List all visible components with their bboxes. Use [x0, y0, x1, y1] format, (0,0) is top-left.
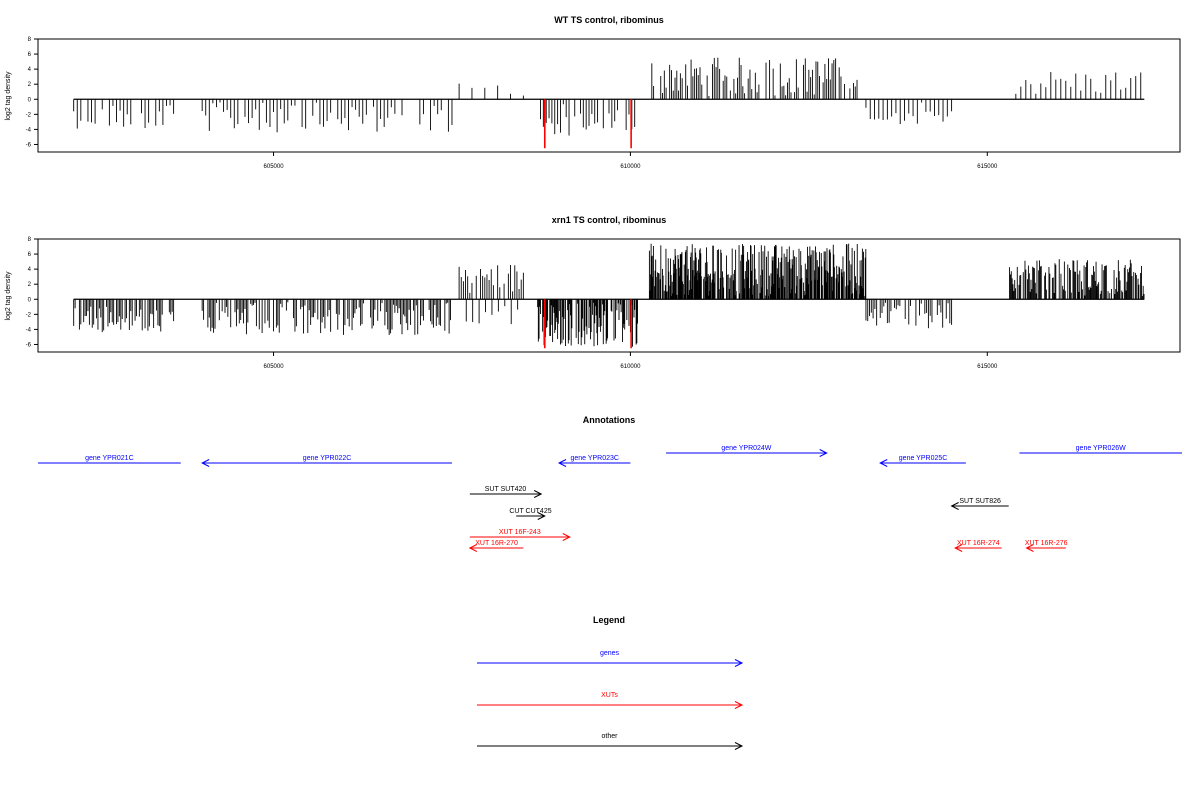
arrow-head — [734, 742, 744, 750]
xrn1-highlight-marks — [543, 299, 632, 349]
annotation-feature: gene YPR025C — [879, 455, 966, 467]
feature-label: SUT SUT420 — [485, 486, 527, 493]
annotation-feature: SUT SUT420 — [469, 486, 543, 498]
annotation-feature: SUT SUT826 — [950, 498, 1009, 510]
annotation-feature: gene YPR024W — [666, 445, 828, 457]
wt-signal-bars — [73, 57, 1142, 136]
wt-highlight-marks — [543, 99, 632, 149]
y-tick-label: -6 — [26, 342, 32, 348]
feature-label: XUT 16R-276 — [1025, 540, 1068, 547]
wt-y-axis-label: log2 tag density — [5, 71, 12, 121]
arrow-head — [1025, 544, 1034, 552]
feature-label: XUT 16R-274 — [957, 540, 1000, 547]
wt-x-axis: 605000 610000 615000 — [264, 152, 998, 170]
wt-plot-frame — [37, 38, 1181, 153]
legend-label: other — [602, 733, 619, 740]
xrn1-y-axis-label: log2 tag density — [5, 271, 12, 321]
x-tick-label: 605000 — [264, 364, 285, 370]
y-tick-label: -6 — [26, 142, 32, 148]
legend-label: genes — [600, 650, 620, 657]
y-tick-label: 6 — [28, 52, 32, 58]
y-tick-label: 2 — [28, 282, 32, 288]
annotations-title: Annotations — [583, 415, 636, 425]
xrn1-track-panel: xrn1 TS control, ribominus log2 tag dens… — [5, 215, 1181, 370]
annotation-feature: XUT 16R-276 — [1025, 540, 1068, 552]
y-tick-label: -2 — [26, 312, 32, 318]
y-tick-label: 6 — [28, 252, 32, 258]
x-tick-label: 605000 — [264, 164, 285, 170]
arrow-head — [533, 490, 543, 498]
feature-label: SUT SUT826 — [959, 498, 1001, 505]
annotation-feature: gene YPR021C — [38, 455, 181, 464]
annotation-feature: gene YPR022C — [201, 455, 452, 467]
xrn1-x-axis: 605000 610000 615000 — [264, 352, 998, 370]
xrn1-plot-frame — [37, 238, 1181, 353]
feature-label: gene YPR023C — [570, 455, 619, 462]
annotation-feature: XUT 16R-270 — [468, 540, 524, 552]
legend-item: other — [477, 733, 744, 750]
y-tick-label: -4 — [26, 127, 32, 133]
feature-label: XUT 16F-243 — [499, 529, 541, 536]
x-tick-label: 615000 — [977, 164, 998, 170]
arrow-head — [468, 544, 478, 552]
y-tick-label: -4 — [26, 327, 32, 333]
annotations-panel: Annotations gene YPR021C gene YPR022C gene… — [38, 415, 1182, 552]
arrow-head — [879, 459, 888, 467]
y-tick-label: 0 — [28, 97, 32, 103]
annotation-feature: gene YPR026W — [1019, 445, 1182, 454]
legend-items: genes XUTs other — [477, 650, 744, 750]
feature-label: XUT 16R-270 — [475, 540, 518, 547]
arrow-head — [734, 659, 744, 667]
x-tick-label: 610000 — [620, 364, 641, 370]
wt-panel-title: WT TS control, ribominus — [554, 15, 664, 25]
wt-track-panel: WT TS control, ribominus log2 tag densit… — [5, 15, 1181, 170]
feature-label: gene YPR025C — [899, 455, 948, 462]
annotation-feature: CUT CUT425 — [509, 508, 552, 520]
y-tick-label: 4 — [28, 267, 32, 273]
arrow-head — [734, 701, 744, 709]
arrow-head — [950, 502, 959, 510]
arrow-head — [537, 512, 546, 520]
legend-title: Legend — [593, 615, 625, 625]
arrow-head — [201, 459, 210, 467]
y-tick-label: 8 — [28, 37, 32, 43]
xrn1-y-axis: -6 -4 -2 0 2 4 6 8 — [26, 237, 38, 348]
y-tick-label: -2 — [26, 112, 32, 118]
arrow-head — [819, 449, 828, 457]
y-tick-label: 4 — [28, 67, 32, 73]
feature-label: CUT CUT425 — [509, 508, 551, 515]
feature-label: gene YPR021C — [85, 455, 134, 462]
wt-y-axis: -6 -4 -2 0 2 4 6 8 — [26, 37, 38, 148]
annotation-features: gene YPR021C gene YPR022C gene YPR023C gene… — [38, 445, 1182, 552]
y-tick-label: 2 — [28, 82, 32, 88]
legend-item: genes — [477, 650, 744, 667]
arrow-head — [562, 533, 571, 541]
feature-label: gene YPR026W — [1076, 445, 1126, 452]
xrn1-panel-title: xrn1 TS control, ribominus — [552, 215, 667, 225]
annotation-feature: XUT 16F-243 — [469, 529, 571, 541]
x-tick-label: 610000 — [620, 164, 641, 170]
xrn1-signal-bars — [73, 243, 1145, 347]
x-tick-label: 615000 — [977, 364, 998, 370]
legend-item: XUTs — [477, 692, 744, 709]
y-tick-label: 0 — [28, 297, 32, 303]
feature-label: gene YPR022C — [303, 455, 352, 462]
arrow-head — [954, 544, 963, 552]
legend-panel: Legend genes XUTs other — [477, 615, 744, 750]
arrow-head — [557, 459, 567, 467]
feature-label: gene YPR024W — [721, 445, 771, 452]
y-tick-label: 8 — [28, 237, 32, 243]
legend-label: XUTs — [601, 692, 618, 699]
annotation-feature: XUT 16R-274 — [954, 540, 1002, 552]
annotation-feature: gene YPR023C — [557, 455, 631, 467]
